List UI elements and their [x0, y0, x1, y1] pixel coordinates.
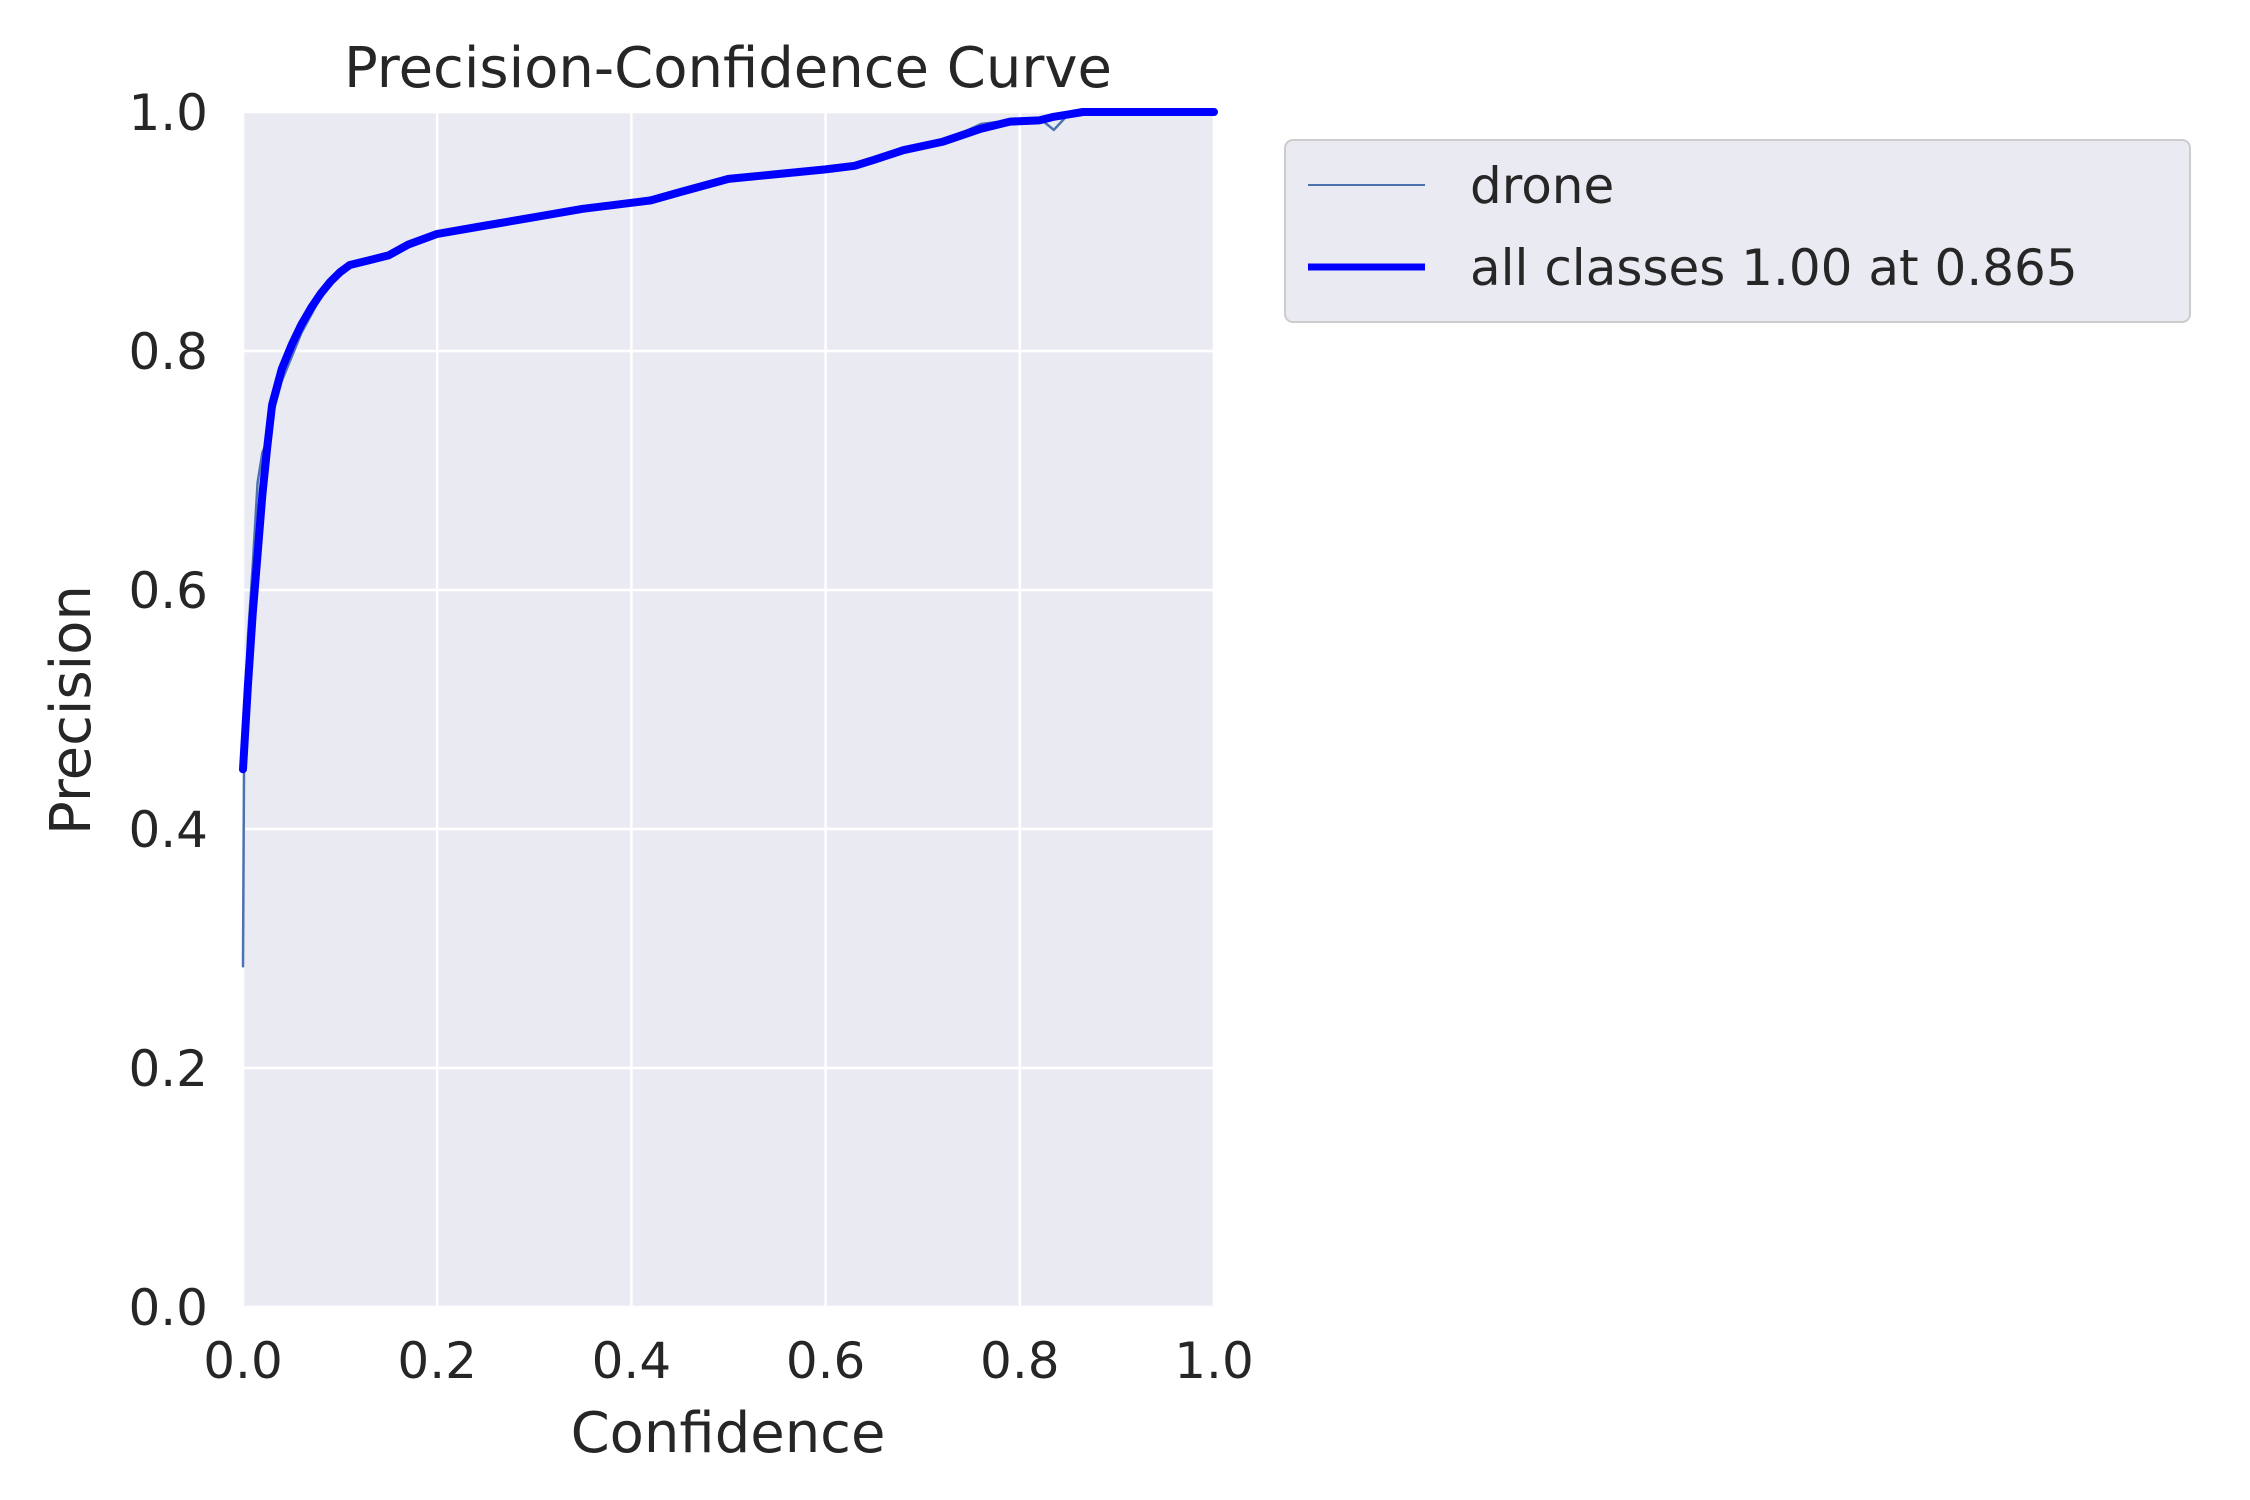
x-tick-label: 0.2 — [397, 1332, 477, 1390]
x-tick-labels: 0.0 0.2 0.4 0.6 0.8 1.0 — [203, 1332, 1254, 1390]
plot-background — [243, 112, 1214, 1307]
x-tick-label: 0.0 — [203, 1332, 283, 1390]
y-tick-label: 1.0 — [128, 84, 208, 142]
y-tick-label: 0.8 — [128, 323, 208, 381]
series-lines — [239, 108, 1218, 968]
y-tick-label: 0.2 — [128, 1040, 208, 1098]
grid — [241, 110, 1216, 1309]
legend-label-drone: drone — [1470, 157, 1614, 215]
legend-label-all-classes: all classes 1.00 at 0.865 — [1470, 239, 2078, 297]
y-tick-label: 0.6 — [128, 562, 208, 620]
x-axis-label: Confidence — [571, 1401, 886, 1466]
x-tick-label: 0.4 — [592, 1332, 672, 1390]
legend-box — [1284, 139, 2191, 323]
y-tick-label: 0.0 — [128, 1279, 208, 1337]
x-tick-label: 0.8 — [980, 1332, 1060, 1390]
series-line-all-classes — [239, 108, 1218, 774]
y-axis-label: Precision — [39, 585, 104, 835]
x-tick-label: 0.6 — [786, 1332, 866, 1390]
y-tick-label: 0.4 — [128, 801, 208, 859]
y-tick-labels: 0.0 0.2 0.4 0.6 0.8 1.0 — [128, 84, 208, 1337]
x-tick-label: 1.0 — [1174, 1332, 1254, 1390]
chart-title: Precision-Confidence Curve — [344, 36, 1112, 101]
legend: drone all classes 1.00 at 0.865 — [1284, 139, 2191, 323]
